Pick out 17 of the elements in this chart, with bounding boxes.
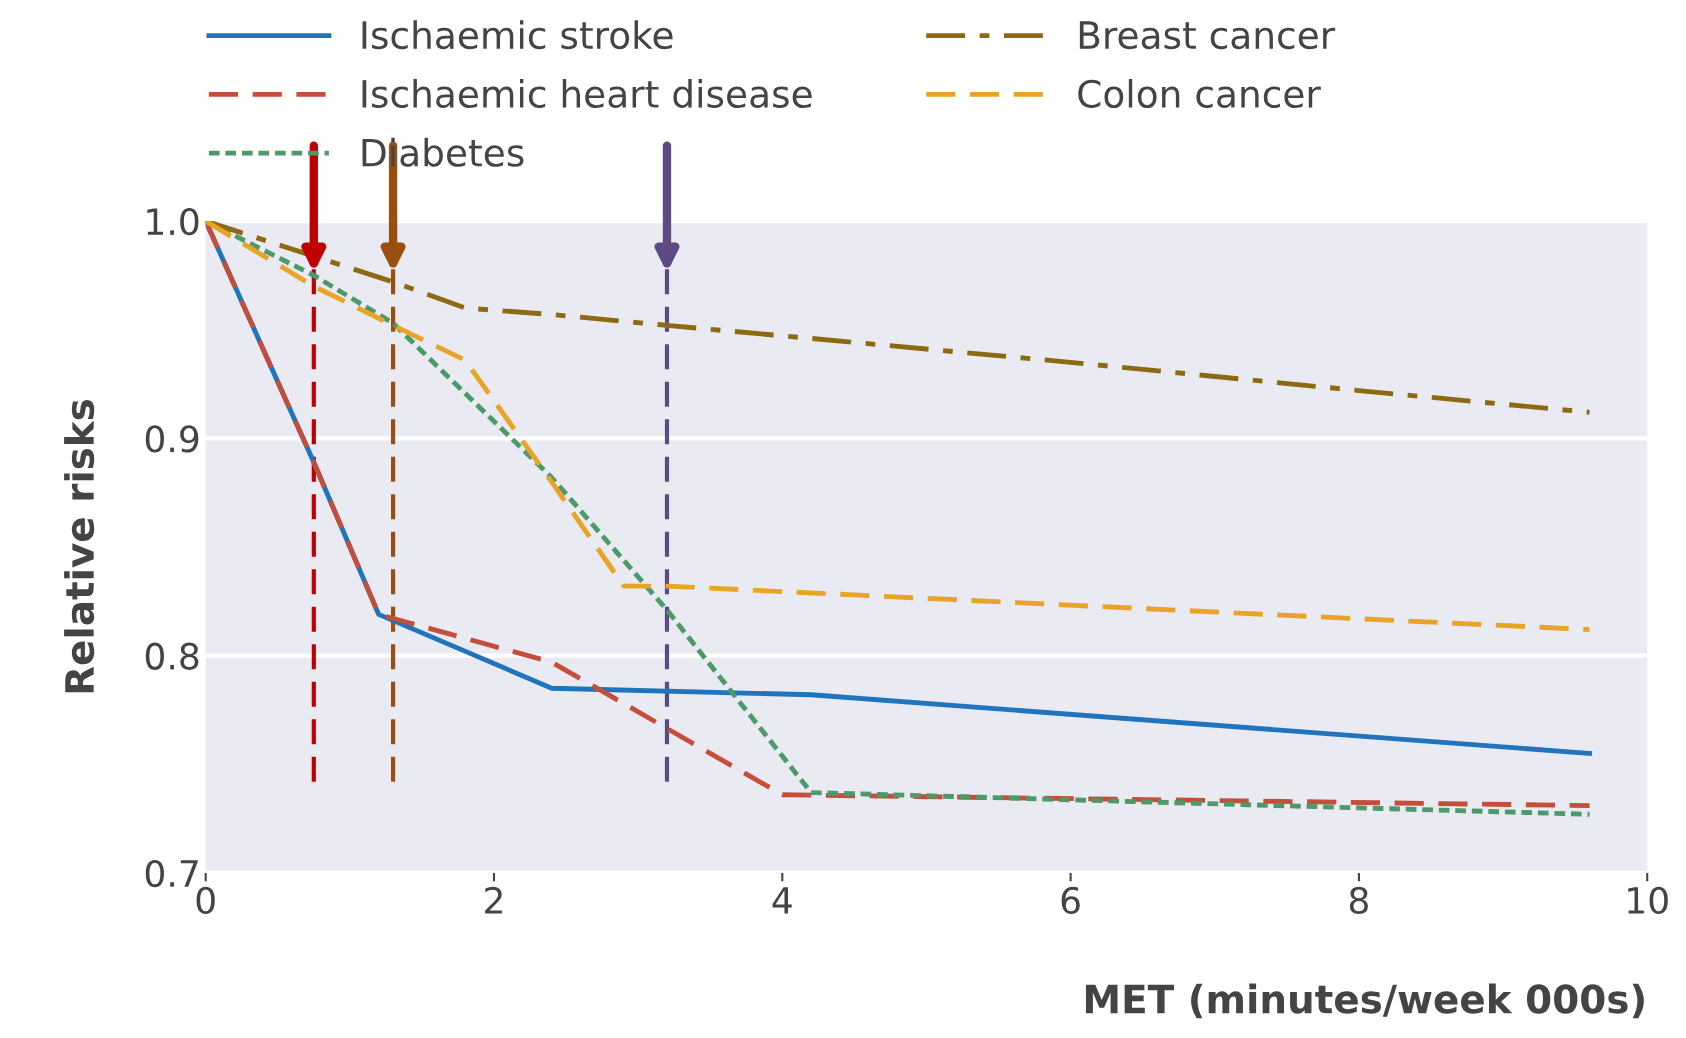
y-tick-label: 0.7 [145, 859, 198, 888]
legend-label: Breast cancer [1079, 21, 1336, 50]
line-series [205, 221, 1592, 633]
x-tick-label: 10 [1628, 886, 1668, 915]
y-tick-label: 0.8 [145, 642, 199, 670]
x-axis-title: MET (minutes/week 000s) [1085, 983, 1644, 1019]
legend-label: Ischaemic stroke [362, 20, 673, 50]
x-tick-label: 0 [196, 886, 215, 915]
legend-label: Ischaemic heart disease [362, 78, 812, 109]
x-tick-label: 4 [772, 887, 792, 914]
x-tick-label: 8 [1349, 886, 1368, 915]
x-tick-label: 6 [1061, 886, 1080, 915]
legend-label: Colon cancer [1078, 78, 1321, 109]
x-tick-label: 2 [485, 886, 502, 914]
y-tick-label: 1.0 [147, 208, 199, 236]
y-axis-title: Relative risks [64, 400, 95, 693]
y-tick-label: 0.9 [145, 425, 199, 453]
